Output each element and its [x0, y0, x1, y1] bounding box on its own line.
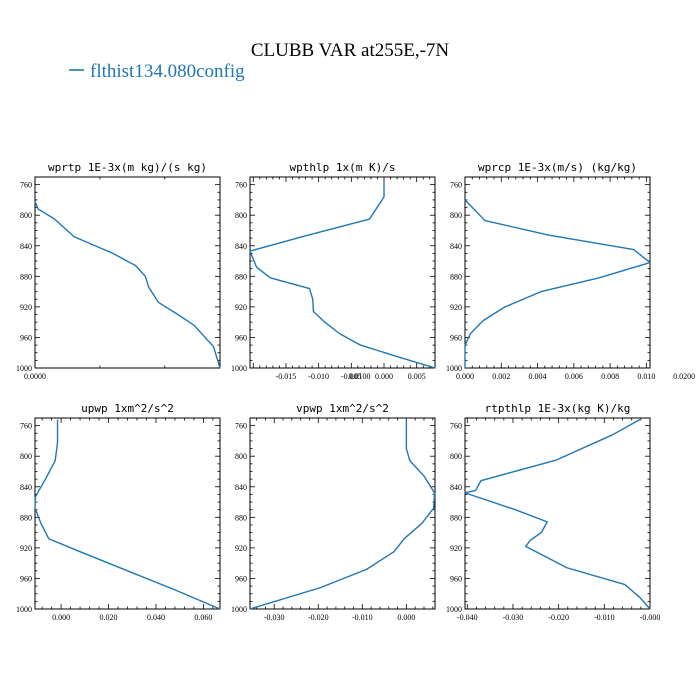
- axes-frame: [464, 176, 651, 369]
- y-tick-label: 1000: [16, 364, 32, 373]
- x-tick-label: 0.005: [408, 372, 426, 381]
- figure-legend: flthist134.080config: [69, 61, 245, 82]
- series-line: [34, 201, 221, 369]
- x-tick-label: -0.000: [640, 613, 661, 622]
- y-tick-label: 760: [20, 422, 32, 431]
- y-tick-label: 880: [20, 272, 32, 281]
- x-tick-label: 0.0200: [673, 372, 695, 381]
- axes-frame: [464, 417, 651, 610]
- axes-frame: [249, 417, 436, 610]
- y-tick-label: 1000: [231, 364, 247, 373]
- x-tick-label: -0.010: [352, 613, 373, 622]
- subplot-title: upwp 1xm^2/s^2: [81, 402, 174, 415]
- y-tick-label: 840: [20, 242, 32, 251]
- x-tick-label: 0.060: [194, 613, 212, 622]
- series-line: [464, 418, 651, 610]
- legend-label: flthist134.080config: [90, 61, 245, 82]
- x-tick-label: 0.000: [397, 613, 415, 622]
- y-tick-label: 960: [450, 333, 462, 342]
- x-tick-label: 0.004: [529, 372, 547, 381]
- y-tick-label: 920: [235, 544, 247, 553]
- series-line: [464, 199, 651, 368]
- y-tick-label: 920: [450, 544, 462, 553]
- y-tick-label: 800: [20, 452, 32, 461]
- y-tick-label: 1000: [446, 605, 462, 614]
- subplot-6: rtpthlp 1E-3x(kg K)/kg 760 800 840 880 920 960…: [446, 402, 660, 622]
- subplot-title: rtpthlp 1E-3x(kg K)/kg: [485, 402, 631, 415]
- y-tick-label: 760: [235, 181, 247, 190]
- y-tick-label: 880: [450, 513, 462, 522]
- y-tick-label: 880: [20, 513, 32, 522]
- x-tick-label: 0.000: [456, 372, 474, 381]
- subplot-3: wprcp 1E-3x(m/s) (kg/kg) 760 800 840 880 920 9…: [446, 161, 655, 381]
- x-tick-label: -0.030: [264, 613, 285, 622]
- axes-frame: [34, 417, 221, 610]
- subplot-title: wprcp 1E-3x(m/s) (kg/kg): [478, 161, 637, 174]
- y-tick-label: 800: [450, 211, 462, 220]
- subplot-title: vpwp 1xm^2/s^2: [296, 402, 389, 415]
- axes-frame: [34, 176, 221, 369]
- x-tick-label: -0.020: [548, 613, 569, 622]
- subplot-5: vpwp 1xm^2/s^2 760 800 840 880 920 960 1000 -0.0…: [231, 402, 436, 622]
- x-tick-label: -0.030: [503, 613, 524, 622]
- y-tick-label: 760: [235, 422, 247, 431]
- x-tick-label: 0.002: [492, 372, 510, 381]
- x-tick-label: 0.010: [637, 372, 655, 381]
- y-tick-label: 920: [450, 303, 462, 312]
- x-tick-label: 0.020: [100, 613, 118, 622]
- y-tick-label: 1000: [16, 605, 32, 614]
- y-tick-label: 920: [20, 303, 32, 312]
- x-tick-label: 0.0000: [24, 372, 46, 381]
- x-tick-label: -0.040: [457, 613, 478, 622]
- y-tick-label: 920: [20, 544, 32, 553]
- y-tick-label: 800: [450, 452, 462, 461]
- y-tick-label: 840: [450, 242, 462, 251]
- y-tick-label: 960: [450, 574, 462, 583]
- y-tick-label: 960: [20, 333, 32, 342]
- y-tick-label: 840: [450, 483, 462, 492]
- subplot-1: wprtp 1E-3x(m kg)/(s kg) 760 800 840 880 920 9…: [16, 161, 695, 381]
- x-tick-label: -0.015: [276, 372, 297, 381]
- y-tick-label: 760: [20, 181, 32, 190]
- x-tick-label: 0.000: [52, 613, 70, 622]
- y-tick-label: 1000: [231, 605, 247, 614]
- x-tick-label: -0.005: [341, 372, 362, 381]
- y-tick-label: 960: [235, 574, 247, 583]
- y-tick-label: 880: [450, 272, 462, 281]
- y-tick-label: 960: [235, 333, 247, 342]
- subplot-title: wprtp 1E-3x(m kg)/(s kg): [48, 161, 207, 174]
- y-tick-label: 760: [450, 181, 462, 190]
- x-tick-label: -0.010: [308, 372, 329, 381]
- subplot-2: wpthlp 1x(m K)/s 760 800 840 880 920 960 1000 -0…: [231, 161, 436, 381]
- x-tick-label: 0.006: [565, 372, 583, 381]
- series-line: [34, 419, 221, 610]
- axes-frame: [249, 176, 436, 369]
- y-tick-label: 840: [20, 483, 32, 492]
- subplot-title: wpthlp 1x(m K)/s: [290, 161, 396, 174]
- figure-title: CLUBB VAR at255E,-7N: [251, 40, 450, 61]
- subplot-4: upwp 1xm^2/s^2 760 800 840 880 920 960 1000 0.00…: [16, 402, 221, 622]
- subplot-grid: wprtp 1E-3x(m kg)/(s kg) 760 800 840 880 920 9…: [16, 161, 695, 622]
- x-tick-label: -0.010: [594, 613, 615, 622]
- y-tick-label: 880: [235, 272, 247, 281]
- y-tick-label: 840: [235, 483, 247, 492]
- y-tick-label: 1000: [446, 364, 462, 373]
- y-tick-label: 800: [20, 211, 32, 220]
- x-tick-label: -0.020: [308, 613, 329, 622]
- x-tick-label: 0.040: [147, 613, 165, 622]
- y-tick-label: 960: [20, 574, 32, 583]
- x-tick-label: 0.000: [375, 372, 393, 381]
- y-tick-label: 800: [235, 452, 247, 461]
- y-tick-label: 920: [235, 303, 247, 312]
- series-line: [249, 419, 436, 610]
- y-tick-label: 840: [235, 242, 247, 251]
- y-tick-label: 760: [450, 422, 462, 431]
- series-line: [249, 181, 436, 369]
- y-tick-label: 800: [235, 211, 247, 220]
- x-tick-label: 0.0100: [349, 372, 371, 381]
- x-tick-label: 0.008: [601, 372, 619, 381]
- y-tick-label: 880: [235, 513, 247, 522]
